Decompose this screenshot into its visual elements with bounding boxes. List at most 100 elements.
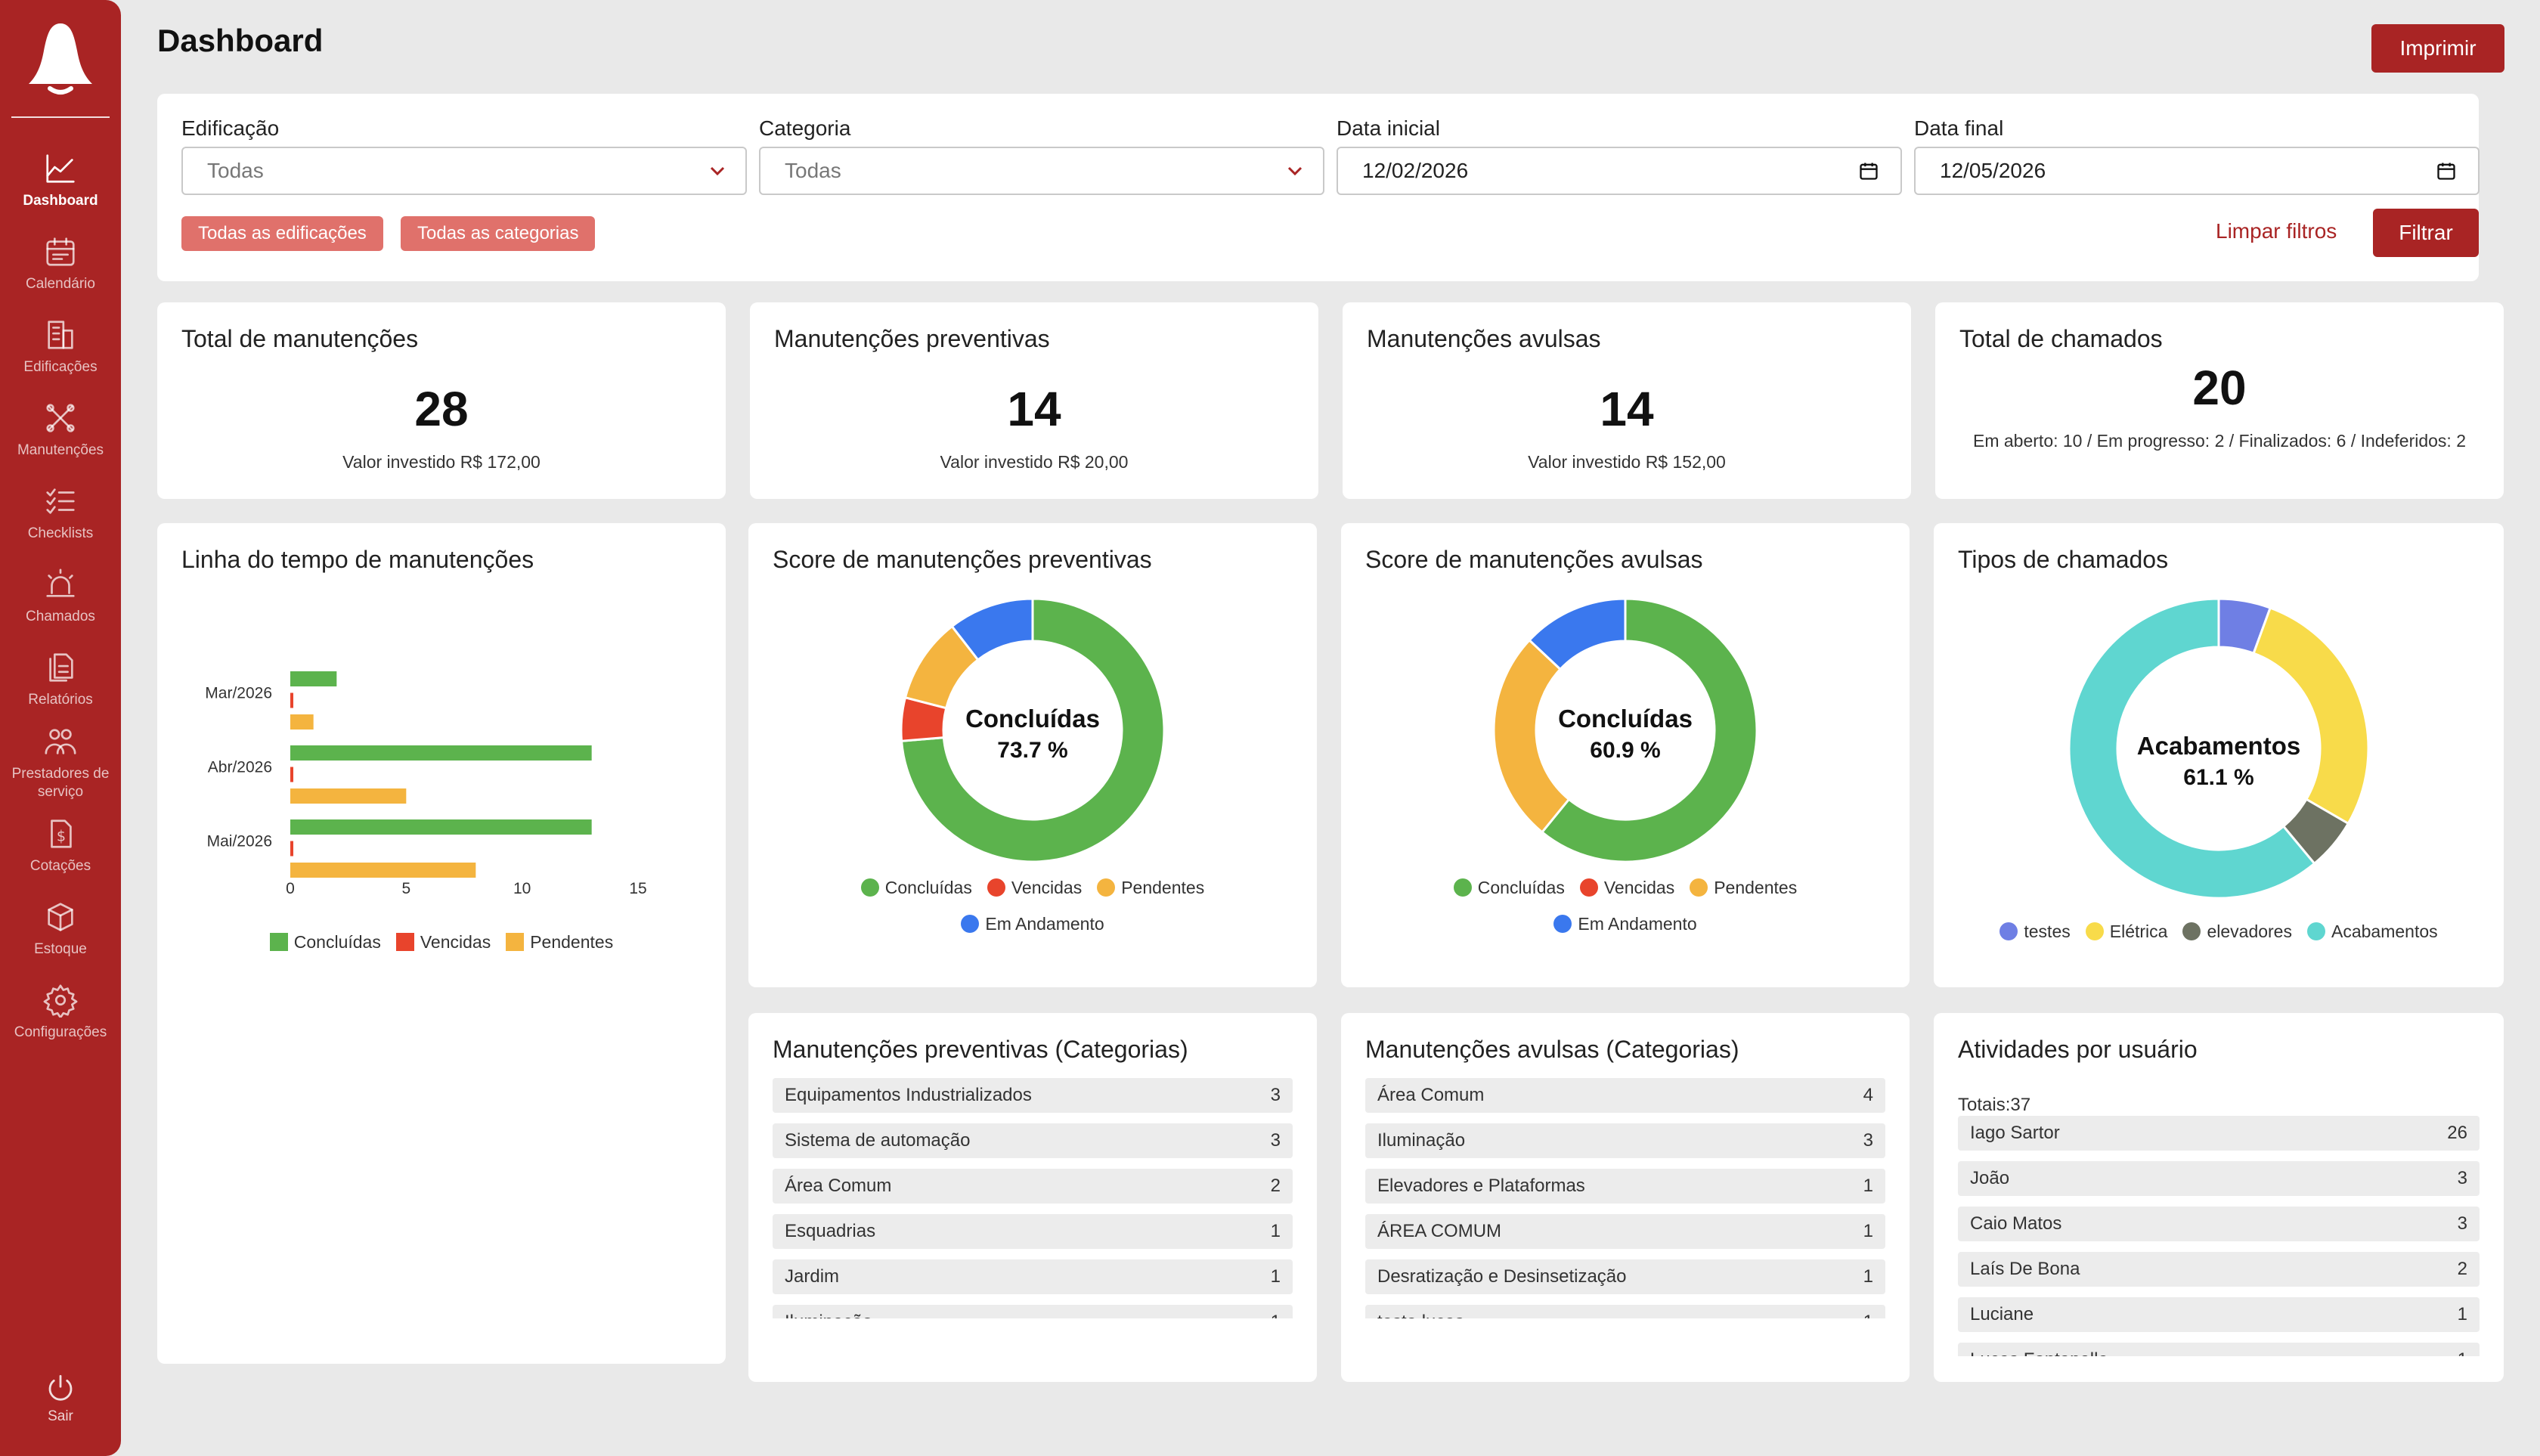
sidebar-item-checklists[interactable]: Checklists xyxy=(0,472,121,555)
sidebar-item-relatorios[interactable]: Relatórios xyxy=(0,638,121,721)
list-item-count: 26 xyxy=(2447,1123,2467,1143)
bar-vencidas[interactable] xyxy=(290,692,293,708)
sidebar-item-calendario[interactable]: Calendário xyxy=(0,222,121,305)
building-select-value: Todas xyxy=(207,159,264,182)
bar-concluidas[interactable] xyxy=(290,819,592,835)
print-button[interactable]: Imprimir xyxy=(2371,24,2504,73)
clear-filters-link[interactable]: Limpar filtros xyxy=(2216,219,2337,243)
list-item-name: Luciane xyxy=(1970,1304,2034,1324)
sidebar-item-manutencoes[interactable]: Manutenções xyxy=(0,389,121,472)
sidebar-item-label: Configurações xyxy=(14,1024,107,1040)
sidebar-item-chamados[interactable]: Chamados xyxy=(0,555,121,638)
legend-item[interactable]: Vencidas xyxy=(1579,869,1674,906)
legend-item[interactable]: Elétrica xyxy=(2085,913,2167,949)
list-item-count: 1 xyxy=(2457,1304,2467,1324)
donut-center-value: 61.1 % xyxy=(2183,765,2254,790)
sidebar-item-estoque[interactable]: Estoque xyxy=(0,888,121,971)
tools-icon xyxy=(46,404,75,432)
legend-item[interactable]: Acabamentos xyxy=(2306,913,2438,949)
legend-item[interactable]: Pendentes xyxy=(1690,869,1797,906)
end-date-label: Data final xyxy=(1914,116,2004,140)
donut-slice-concluidas[interactable] xyxy=(900,597,1166,863)
x-tick-label: 10 xyxy=(513,880,531,897)
legend-item[interactable]: Vencidas xyxy=(395,924,491,960)
calendar-icon[interactable] xyxy=(2436,160,2457,181)
bar-concluidas[interactable] xyxy=(290,745,592,761)
legend-swatch xyxy=(1553,915,1572,933)
logout-button[interactable]: Sair xyxy=(0,1361,121,1436)
legend-item[interactable]: Em Andamento xyxy=(1553,906,1697,942)
donut-center-title: Concluídas xyxy=(1558,705,1693,733)
legend-item[interactable]: Vencidas xyxy=(987,869,1082,906)
avulsas-categorias-list: Área Comum 4 Iluminação 3 Elevadores e Plata… xyxy=(1365,1078,1885,1318)
timeline-chart-card: Linha do tempo de manutenções Mar/2026 Ab… xyxy=(157,523,726,1364)
sidebar-item-edificacoes[interactable]: Edificações xyxy=(0,305,121,389)
list-item-count: 3 xyxy=(2457,1168,2467,1188)
start-date-value: 12/02/2026 xyxy=(1362,159,1469,182)
sidebar-nav: Dashboard Calendário Edificações Manutençõe… xyxy=(0,139,121,1054)
list-item: Iluminação 1 xyxy=(773,1305,1293,1318)
category-label: Mai/2026 xyxy=(207,833,272,850)
building-chip[interactable]: Todas as edificações xyxy=(181,216,383,251)
legend-swatch xyxy=(1453,878,1472,897)
legend-label: Concluídas xyxy=(293,931,381,952)
start-date-input[interactable]: 12/02/2026 xyxy=(1337,147,1902,195)
legend-swatch xyxy=(2085,922,2104,940)
donut-slice-em-andamento[interactable] xyxy=(950,597,1034,661)
chart-title: Tipos de chamados xyxy=(1958,546,2169,573)
bar-concluidas[interactable] xyxy=(290,671,337,686)
legend-item[interactable]: Em Andamento xyxy=(961,906,1104,942)
legend-label: Pendentes xyxy=(530,931,614,952)
legend-item[interactable]: Pendentes xyxy=(506,924,613,960)
legend-swatch xyxy=(2182,922,2201,940)
legend-item[interactable]: Concluídas xyxy=(269,924,381,960)
list-item-count: 3 xyxy=(2457,1213,2467,1234)
sidebar-item-cotacoes[interactable]: $ Cotações xyxy=(0,804,121,888)
donut-slice-em-andamento[interactable] xyxy=(1528,597,1627,671)
bar-vencidas[interactable] xyxy=(290,767,293,782)
building-filter-label: Edificação xyxy=(181,116,280,140)
donut-slice-eletrica[interactable] xyxy=(2252,606,2370,826)
calendar-icon[interactable] xyxy=(1858,160,1879,181)
x-tick-label: 15 xyxy=(629,880,646,897)
list-item: Desratização e Desinsetização 1 xyxy=(1365,1259,1885,1294)
legend-label: Concluídas xyxy=(884,877,972,897)
list-item-name: Área Comum xyxy=(1377,1085,1485,1105)
list-item-name: João xyxy=(1970,1168,2010,1188)
bar-pendentes[interactable] xyxy=(290,863,476,878)
category-select[interactable]: Todas xyxy=(759,147,1324,195)
legend-item[interactable]: testes xyxy=(1999,913,2071,949)
category-chip[interactable]: Todas as categorias xyxy=(401,216,596,251)
stat-title: Manutenções avulsas xyxy=(1367,325,1601,352)
score-avulsas-card: Score de manutenções avulsas Concluídas … xyxy=(1341,523,1910,987)
list-item-name: ÁREA COMUM xyxy=(1377,1221,1502,1241)
legend-item[interactable]: elevadores xyxy=(2182,913,2292,949)
filter-button[interactable]: Filtrar xyxy=(2373,209,2479,257)
bar-vencidas[interactable] xyxy=(290,841,293,857)
logo[interactable] xyxy=(11,0,110,118)
legend-label: Em Andamento xyxy=(1578,913,1697,934)
sidebar-item-configuracoes[interactable]: Configurações xyxy=(0,971,121,1054)
bar-pendentes[interactable] xyxy=(290,714,314,730)
totals-label: Totais:37 xyxy=(1958,1095,2031,1115)
donut-center-label: Acabamentos 61.1 % xyxy=(2060,732,2377,791)
building-select[interactable]: Todas xyxy=(181,147,747,195)
sidebar-item-prestadores-de-servico[interactable]: Prestadores de serviço xyxy=(0,721,121,804)
legend-item[interactable]: Pendentes xyxy=(1097,869,1204,906)
legend-item[interactable]: Concluídas xyxy=(1453,869,1565,906)
legend-label: elevadores xyxy=(2207,921,2292,941)
list-item: João 3 xyxy=(1958,1161,2480,1196)
sidebar-item-dashboard[interactable]: Dashboard xyxy=(0,139,121,222)
bar-pendentes[interactable] xyxy=(290,788,407,804)
donut-slice-concluidas[interactable] xyxy=(1540,597,1758,863)
list-item-count: 1 xyxy=(2458,1349,2467,1356)
list-item-count: 1 xyxy=(1270,1221,1281,1241)
legend-label: Em Andamento xyxy=(985,913,1104,934)
end-date-input[interactable]: 12/05/2026 xyxy=(1914,147,2480,195)
donut-slice-acabamentos[interactable] xyxy=(2068,597,2316,900)
category-label: Mar/2026 xyxy=(205,685,272,702)
list-item: Esquadrias 1 xyxy=(773,1214,1293,1249)
tipos-chamados-card: Tipos de chamados Acabamentos 61.1 % tes… xyxy=(1934,523,2504,987)
chart-line-icon xyxy=(46,154,75,183)
legend-item[interactable]: Concluídas xyxy=(860,869,972,906)
